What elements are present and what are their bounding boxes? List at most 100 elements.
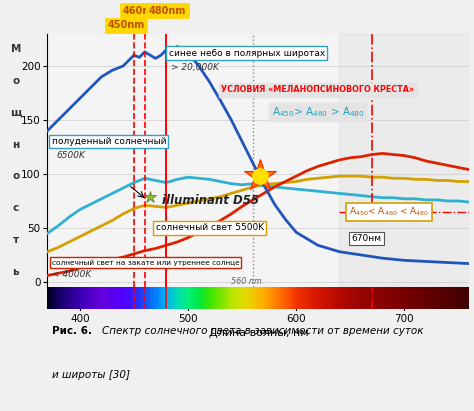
Bar [66, 287, 67, 309]
Bar [303, 287, 304, 309]
Bar [301, 287, 303, 309]
Bar [331, 287, 332, 309]
Text: Рис. 6.: Рис. 6. [52, 326, 91, 336]
Text: Длина волны, нм: Длина волны, нм [209, 328, 308, 338]
Bar [429, 287, 431, 309]
Bar [101, 287, 103, 309]
Bar [110, 287, 111, 309]
Bar [156, 287, 158, 309]
Bar [206, 287, 208, 309]
Bar [407, 287, 408, 309]
Bar [166, 287, 168, 309]
Bar [398, 287, 399, 309]
Bar [78, 287, 79, 309]
Bar [402, 287, 403, 309]
Bar [417, 287, 419, 309]
Bar [133, 287, 134, 309]
Bar [410, 287, 411, 309]
Bar [351, 287, 353, 309]
Bar [309, 287, 310, 309]
Bar [201, 287, 202, 309]
Bar [129, 287, 131, 309]
Bar [377, 287, 379, 309]
Bar [169, 287, 170, 309]
Bar [359, 287, 360, 309]
Bar [85, 287, 87, 309]
Bar [338, 287, 340, 309]
Bar [98, 287, 100, 309]
Bar [380, 287, 381, 309]
Bar [210, 287, 211, 309]
Bar [353, 287, 354, 309]
Bar [224, 287, 225, 309]
Bar [284, 287, 286, 309]
Bar [107, 287, 108, 309]
Bar [390, 287, 392, 309]
Bar [155, 287, 156, 309]
Bar [311, 287, 313, 309]
Bar [293, 287, 294, 309]
Bar [427, 287, 428, 309]
Bar [386, 287, 387, 309]
Bar [374, 287, 375, 309]
Bar [468, 287, 470, 309]
Bar [95, 287, 96, 309]
Bar [131, 287, 132, 309]
Bar [71, 287, 73, 309]
Bar [295, 287, 297, 309]
Bar [436, 287, 437, 309]
Bar [294, 287, 295, 309]
Bar [178, 287, 180, 309]
Bar [231, 287, 233, 309]
Bar [144, 287, 145, 309]
Bar [395, 287, 396, 309]
Bar [125, 287, 127, 309]
Bar [389, 287, 391, 309]
Bar [211, 287, 212, 309]
Bar [324, 287, 326, 309]
Bar [461, 287, 462, 309]
Text: М: М [10, 44, 21, 54]
Bar [292, 287, 293, 309]
Bar [113, 287, 115, 309]
Bar [431, 287, 433, 309]
Bar [289, 287, 290, 309]
Text: с: с [13, 203, 19, 213]
Bar [102, 287, 104, 309]
Bar [323, 287, 325, 309]
Bar [466, 287, 467, 309]
Bar [100, 287, 102, 309]
Bar [320, 287, 321, 309]
Text: 600: 600 [286, 314, 306, 324]
Bar [214, 287, 215, 309]
Bar [221, 287, 223, 309]
Bar [54, 287, 55, 309]
Bar [225, 287, 226, 309]
Text: 670нм: 670нм [351, 234, 382, 243]
Bar [47, 287, 49, 309]
Bar [403, 287, 405, 309]
Bar [413, 287, 414, 309]
Bar [60, 287, 62, 309]
Bar [164, 287, 165, 309]
Bar [365, 287, 366, 309]
Bar [121, 287, 122, 309]
Bar [145, 287, 146, 309]
Bar [116, 287, 117, 309]
Text: о: о [12, 171, 19, 181]
Bar [150, 287, 152, 309]
Bar [447, 287, 448, 309]
Bar [160, 287, 161, 309]
Bar [196, 287, 197, 309]
Bar [202, 287, 203, 309]
Bar [285, 287, 287, 309]
Bar [91, 287, 92, 309]
Bar [161, 287, 163, 309]
Bar [243, 287, 245, 309]
Bar [426, 287, 428, 309]
Bar [463, 287, 464, 309]
Bar [59, 287, 61, 309]
Bar [182, 287, 183, 309]
Bar [67, 287, 68, 309]
Bar [263, 287, 264, 309]
